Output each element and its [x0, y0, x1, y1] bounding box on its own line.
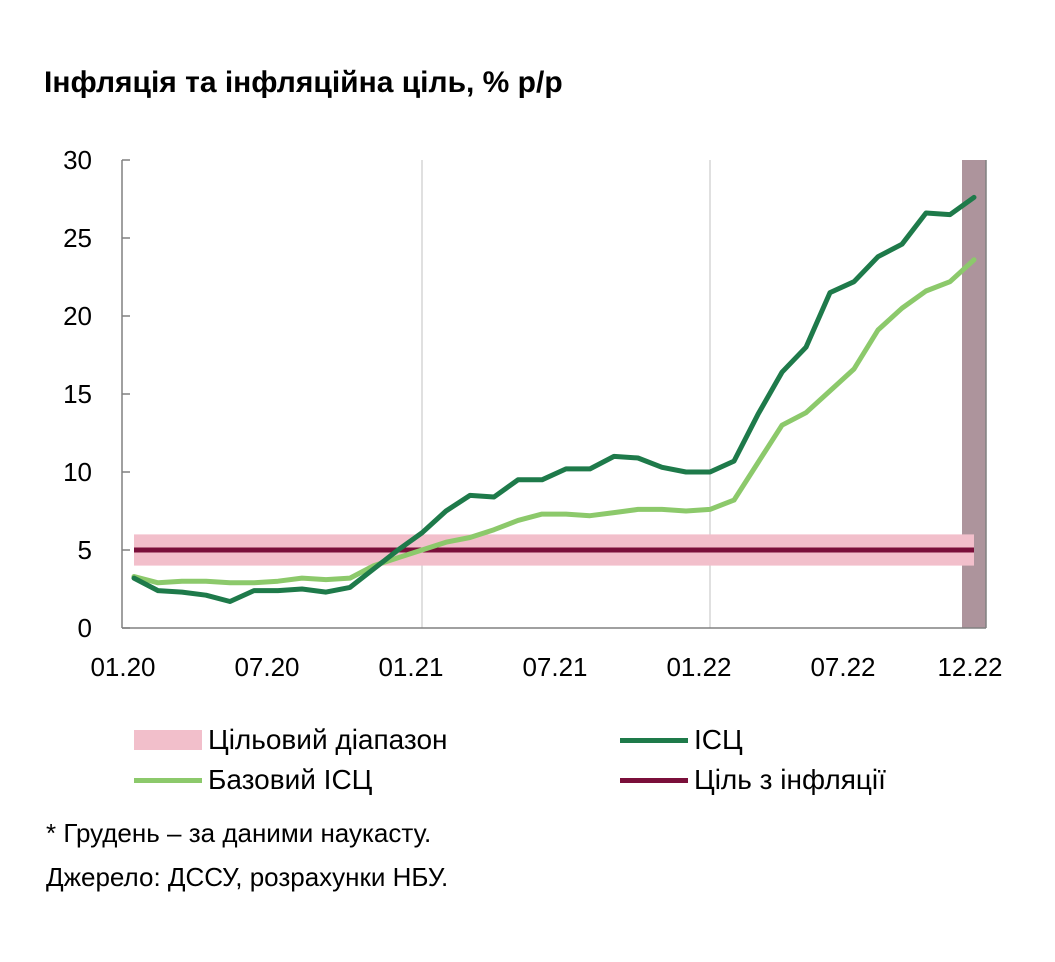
line-chart: 0 5 10 15 20 25 30 01.20 07.20 01.21 07.21 01.22 07.…: [63, 145, 1002, 682]
legend-band: Цільовий діапазон: [134, 724, 447, 756]
y-tick-label: 20: [63, 301, 92, 331]
x-tick-label: 07.21: [522, 652, 587, 682]
legend-cpi-swatch: [620, 737, 688, 743]
core-cpi-line: [131, 257, 977, 586]
y-tick-label: 0: [78, 613, 92, 643]
legend-core-swatch: [134, 777, 202, 783]
legend-core-label: Базовий ІСЦ: [208, 764, 373, 795]
legend-band-label: Цільовий діапазон: [208, 724, 448, 755]
y-tick-label: 10: [63, 457, 92, 487]
x-tick-label: 07.22: [810, 652, 875, 682]
legend-target-swatch: [620, 777, 688, 783]
x-tick-label: 01.22: [666, 652, 731, 682]
y-tick-label: 30: [63, 145, 92, 175]
y-tick-label: 25: [63, 223, 92, 253]
legend-band-swatch: [134, 730, 202, 750]
y-tick-label: 5: [78, 535, 92, 565]
legend-target-label: Ціль з інфляції: [694, 764, 886, 795]
x-tick-label: 01.20: [90, 652, 155, 682]
legend-target: Ціль з інфляції: [620, 764, 886, 796]
nowcast-note: * Грудень – за даними наукасту.: [46, 818, 432, 848]
chart-title: Інфляція та інфляційна ціль, % р/р: [44, 66, 563, 99]
source-note: Джерело: ДССУ, розрахунки НБУ.: [46, 862, 449, 892]
legend-cpi-label: ІСЦ: [694, 724, 743, 755]
x-tick-label: 12.22: [937, 652, 1002, 682]
legend-core: Базовий ІСЦ: [134, 764, 372, 796]
x-tick-label: 07.20: [234, 652, 299, 682]
y-tick-label: 15: [63, 379, 92, 409]
legend-cpi: ІСЦ: [620, 724, 743, 756]
cpi-line: [131, 194, 977, 604]
x-tick-label: 01.21: [378, 652, 443, 682]
